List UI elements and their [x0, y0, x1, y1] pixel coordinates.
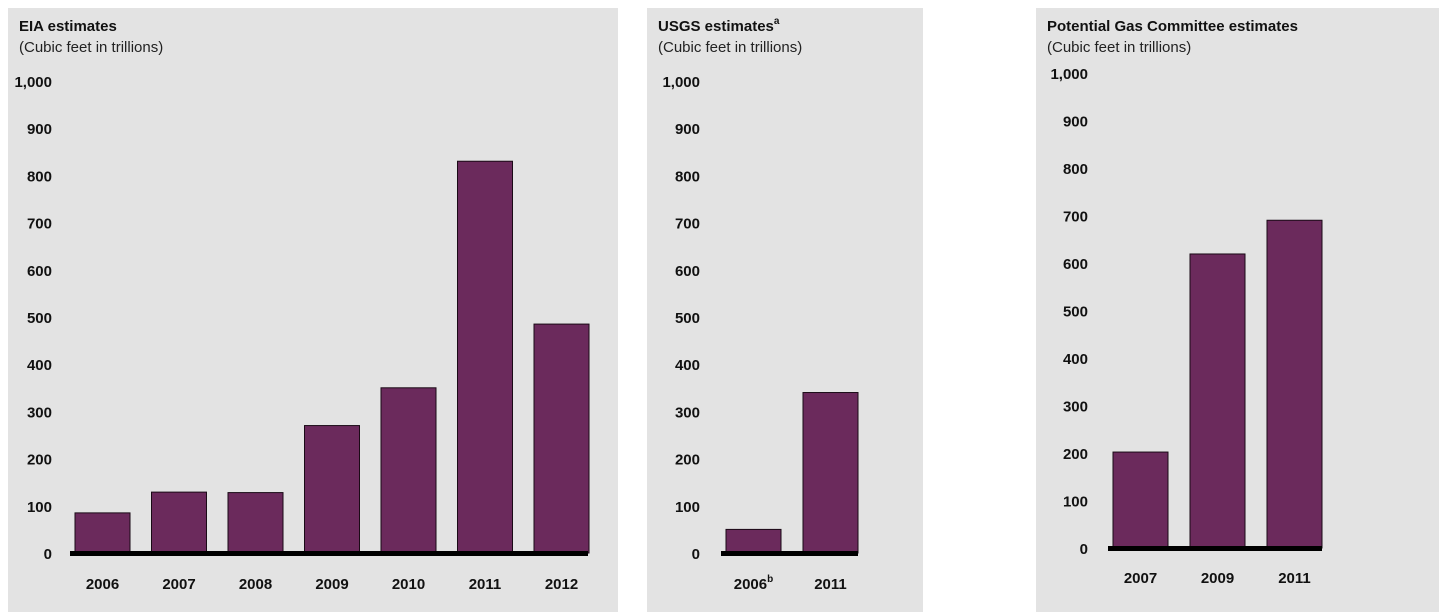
y-tick-label: 500: [675, 310, 700, 327]
x-tick-label: 2010: [392, 576, 425, 593]
chart-panel-pgc: Potential Gas Committee estimates (Cubic…: [1036, 8, 1439, 612]
bar-2011: [457, 160, 513, 554]
y-tick-label: 200: [675, 452, 700, 469]
x-tick-label: 2009: [315, 576, 348, 593]
y-tick-label: 900: [675, 121, 700, 138]
bar-2011: [802, 392, 859, 554]
x-tick-label: 2006: [86, 576, 119, 593]
bar-2007: [1112, 451, 1169, 549]
y-tick-label: 0: [692, 546, 700, 563]
y-tick-label: 0: [1080, 541, 1088, 558]
y-tick-label: 900: [1063, 114, 1088, 131]
x-axis-baseline: [70, 551, 588, 556]
y-tick-label: 1,000: [1050, 66, 1088, 83]
y-tick-label: 600: [27, 263, 52, 280]
y-tick-label: 600: [1063, 256, 1088, 273]
y-tick-label: 100: [675, 499, 700, 516]
y-tick-label: 800: [1063, 161, 1088, 178]
y-tick-label: 0: [44, 546, 52, 563]
y-tick-label: 700: [675, 216, 700, 233]
x-axis-baseline: [1108, 546, 1322, 551]
y-tick-label: 400: [1063, 351, 1088, 368]
y-tick-label: 500: [1063, 304, 1088, 321]
x-tick-label: 2011: [469, 576, 502, 593]
y-tick-label: 300: [675, 404, 700, 421]
x-tick-label: 2008: [239, 576, 272, 593]
chart-subtitle: (Cubic feet in trillions): [19, 39, 164, 56]
chart-subtitle: (Cubic feet in trillions): [658, 39, 803, 56]
x-tick-label: 2011: [814, 576, 847, 593]
usgs-bar-chart: 0 100 200 300 400 500 600 700 800 900 1,000 2006b 20…: [662, 74, 859, 593]
bar-2011: [1266, 219, 1323, 549]
y-tick-label: 300: [27, 404, 52, 421]
chart-panel-usgs: USGS estimatesa (Cubic feet in trillions…: [647, 8, 923, 612]
chart-title: USGS estimatesa: [658, 16, 780, 35]
y-tick-label: 400: [675, 357, 700, 374]
y-tick-label: 700: [1063, 209, 1088, 226]
y-tick-label: 1,000: [14, 74, 52, 91]
x-tick-label: 2009: [1201, 570, 1234, 587]
y-tick-label: 700: [27, 216, 52, 233]
bar-2007: [151, 491, 207, 554]
bar-2009: [1189, 253, 1246, 549]
y-tick-label: 300: [1063, 399, 1088, 416]
x-tick-label: 2007: [162, 576, 195, 593]
y-tick-label: 200: [1063, 446, 1088, 463]
bar-2006: [74, 512, 131, 554]
bar-2012: [533, 323, 590, 554]
y-tick-label: 1,000: [662, 74, 700, 91]
chart-subtitle: (Cubic feet in trillions): [1047, 39, 1192, 56]
pgc-bar-chart: 0 100 200 300 400 500 600 700 800 900 1,000 2007 200…: [1050, 66, 1323, 587]
bar-2006: [725, 528, 782, 554]
bar-2010: [380, 387, 437, 554]
eia-bar-chart: 0 100 200 300 400 500 600 700 800 900 1,000 2006 200…: [14, 74, 590, 593]
y-tick-label: 600: [675, 263, 700, 280]
chart-title: EIA estimates: [19, 18, 117, 35]
y-tick-label: 500: [27, 310, 52, 327]
x-tick-label: 2007: [1124, 570, 1157, 587]
chart-title: Potential Gas Committee estimates: [1047, 18, 1298, 35]
y-tick-label: 800: [27, 168, 52, 185]
x-tick-label: 2006b: [734, 574, 773, 593]
x-tick-label: 2011: [1278, 570, 1311, 587]
chart-panel-eia: EIA estimates (Cubic feet in trillions) …: [8, 8, 618, 612]
y-tick-label: 100: [1063, 494, 1088, 511]
bar-2009: [304, 425, 360, 554]
y-tick-label: 400: [27, 357, 52, 374]
y-tick-label: 800: [675, 168, 700, 185]
y-tick-label: 200: [27, 452, 52, 469]
x-axis-baseline: [721, 551, 858, 556]
bar-2008: [227, 492, 284, 554]
y-tick-label: 900: [27, 121, 52, 138]
y-tick-label: 100: [27, 499, 52, 516]
x-tick-label: 2012: [545, 576, 578, 593]
